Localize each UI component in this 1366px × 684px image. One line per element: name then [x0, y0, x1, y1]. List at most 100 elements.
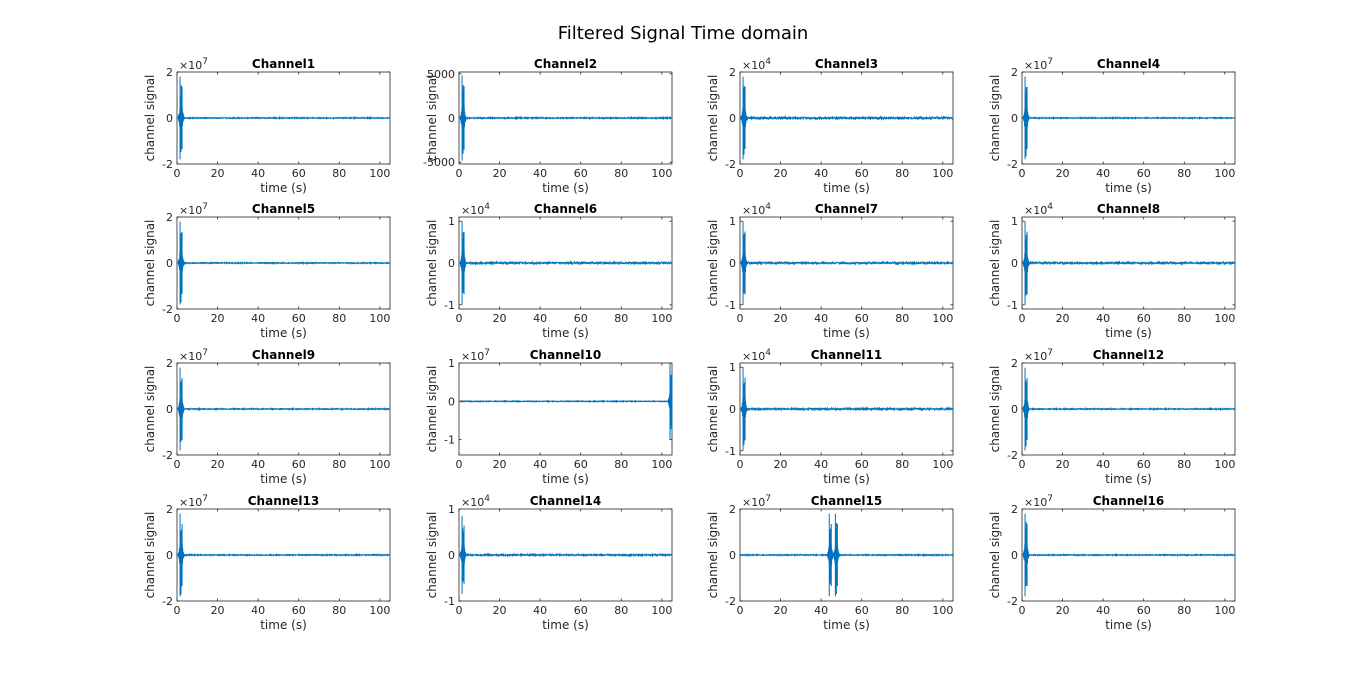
y-tick-label: 1 [729, 215, 736, 228]
signal-line [739, 76, 954, 160]
x-tick-label: 80 [614, 458, 628, 471]
y-tick-label: 0 [1011, 403, 1018, 416]
x-tick-label: 0 [174, 312, 181, 325]
x-tick-label: 60 [1137, 312, 1151, 325]
x-tick-label: 40 [533, 167, 547, 180]
x-tick-label: 20 [211, 312, 225, 325]
y-exponent-power: 4 [484, 494, 490, 504]
x-axis-label: time (s) [823, 181, 870, 195]
x-tick-label: 0 [456, 167, 463, 180]
y-tick-label: -2 [162, 158, 173, 171]
y-exponent-label: ×107 [179, 202, 208, 217]
x-tick-label: 80 [332, 458, 346, 471]
signal-line [458, 75, 673, 161]
x-tick-label: 20 [211, 167, 225, 180]
x-tick-label: 0 [737, 604, 744, 617]
y-tick-label: -1 [444, 299, 455, 312]
x-tick-label: 0 [174, 167, 181, 180]
subplot-title: Channel14 [530, 494, 601, 508]
x-axis-label: time (s) [260, 181, 307, 195]
x-tick-label: 40 [814, 604, 828, 617]
y-axis-label: channel signal [425, 220, 439, 307]
y-tick-label: 0 [166, 112, 173, 125]
y-tick-label: 0 [729, 549, 736, 562]
axes-box [458, 362, 673, 456]
y-exponent-power: 7 [484, 348, 490, 358]
x-tick-label: 100 [1214, 458, 1235, 471]
x-tick-label: 0 [737, 458, 744, 471]
x-tick-label: 20 [493, 167, 507, 180]
y-exponent-label: ×107 [179, 494, 208, 509]
signal-line [458, 515, 673, 595]
y-exponent-power: 7 [202, 494, 208, 504]
x-tick-label: 0 [456, 458, 463, 471]
y-exponent-power: 4 [765, 348, 771, 358]
x-tick-label: 100 [1214, 312, 1235, 325]
y-axis-label: channel signal [988, 512, 1002, 599]
x-tick-label: 20 [774, 604, 788, 617]
x-tick-label: 60 [1137, 458, 1151, 471]
y-exponent-label: ×104 [1024, 202, 1053, 217]
y-exponent-label: ×104 [461, 494, 490, 509]
y-tick-label: -2 [1007, 595, 1018, 608]
x-tick-label: 60 [292, 312, 306, 325]
y-tick-label: 0 [448, 112, 455, 125]
x-tick-label: 60 [1137, 167, 1151, 180]
y-exponent-power: 7 [202, 57, 208, 67]
y-tick-label: 0 [448, 549, 455, 562]
subplot-title: Channel15 [811, 494, 882, 508]
y-axis-label: channel signal [706, 512, 720, 599]
y-exponent-power: 4 [765, 57, 771, 67]
subplot-title: Channel1 [252, 57, 315, 71]
x-tick-label: 80 [895, 458, 909, 471]
y-exponent-label: ×107 [742, 494, 771, 509]
y-exponent-power: 4 [765, 202, 771, 212]
y-tick-label: -1 [1007, 299, 1018, 312]
y-axis-label: channel signal [988, 75, 1002, 162]
subplot-title: Channel9 [252, 348, 315, 362]
y-tick-label: 2 [1011, 66, 1018, 79]
y-tick-label: 2 [1011, 357, 1018, 370]
signal-line [458, 221, 673, 305]
y-exponent-power: 7 [202, 202, 208, 212]
x-tick-label: 60 [574, 167, 588, 180]
y-exponent-label: ×107 [1024, 57, 1053, 72]
y-tick-label: 2 [166, 66, 173, 79]
x-tick-label: 60 [855, 312, 869, 325]
signal-line [176, 221, 391, 305]
y-tick-label: 2 [729, 66, 736, 79]
y-axis-label: channel signal [425, 75, 439, 162]
y-tick-label: -1 [725, 445, 736, 458]
x-tick-label: 20 [493, 604, 507, 617]
y-axis-label: channel signal [425, 512, 439, 599]
x-tick-label: 80 [1177, 167, 1191, 180]
signal-line [1021, 221, 1236, 305]
y-exponent-label: ×104 [742, 57, 771, 72]
y-axis-label: channel signal [143, 75, 157, 162]
y-tick-label: -2 [1007, 158, 1018, 171]
x-axis-label: time (s) [823, 472, 870, 486]
y-exponent-power: 4 [484, 202, 490, 212]
y-tick-label: 0 [729, 257, 736, 270]
x-tick-label: 20 [1056, 604, 1070, 617]
x-tick-label: 0 [1019, 167, 1026, 180]
subplot-title: Channel10 [530, 348, 601, 362]
x-tick-label: 60 [574, 604, 588, 617]
x-tick-label: 80 [614, 312, 628, 325]
x-tick-label: 20 [211, 604, 225, 617]
y-tick-label: 2 [166, 357, 173, 370]
x-tick-label: 20 [1056, 312, 1070, 325]
y-axis-label: channel signal [425, 366, 439, 453]
subplot-title: Channel3 [815, 57, 878, 71]
x-tick-label: 20 [774, 312, 788, 325]
y-tick-label: -1 [444, 595, 455, 608]
x-tick-label: 100 [369, 604, 390, 617]
x-tick-label: 20 [774, 167, 788, 180]
y-axis-label: channel signal [988, 220, 1002, 307]
y-axis-label: channel signal [143, 366, 157, 453]
